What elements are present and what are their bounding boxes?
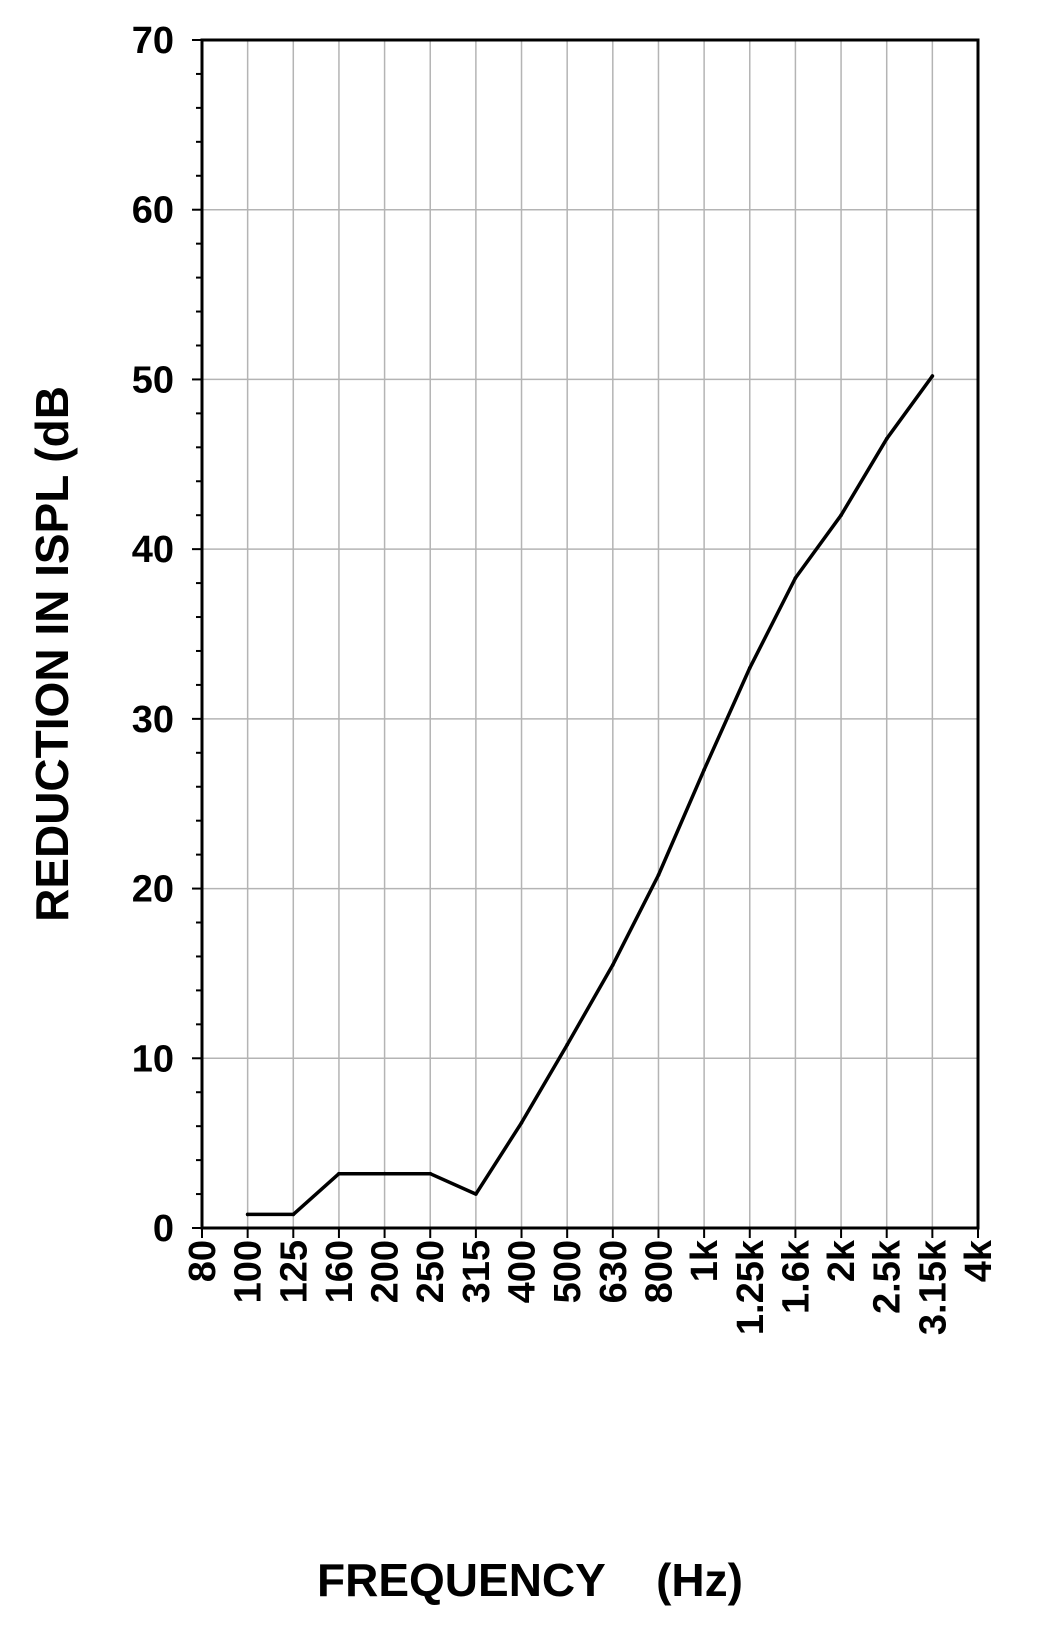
x-tick-label: 315 <box>456 1240 498 1303</box>
data-point <box>611 963 615 967</box>
y-tick-label: 20 <box>132 869 174 911</box>
x-tick-label: 800 <box>638 1240 680 1303</box>
y-tick-label: 30 <box>132 699 174 741</box>
x-tick-label: 160 <box>319 1240 361 1303</box>
y-tick-label: 50 <box>132 359 174 401</box>
data-point <box>702 767 706 772</box>
data-point <box>382 1171 387 1176</box>
x-tick-label: 2.5k <box>867 1239 909 1314</box>
y-axis-label: REDUCTION IN ISPL (dB <box>26 386 78 922</box>
plot-frame <box>200 38 980 1230</box>
x-tick-label: 3.15k <box>912 1239 954 1335</box>
data-point <box>793 576 798 580</box>
x-tick-label: 1k <box>684 1239 726 1282</box>
data-point <box>884 437 889 441</box>
y-tick-label: 70 <box>132 20 174 62</box>
data-point <box>474 1192 478 1196</box>
data-point <box>747 666 752 670</box>
x-tick-labels: 80 100 125 160 200 250 315 400 500 630 800 1k 1.25k 1… <box>182 1239 1000 1335</box>
x-tick-label: 1.6k <box>775 1239 817 1314</box>
y-tick-label: 60 <box>132 190 174 232</box>
data-point <box>291 1212 296 1217</box>
series-line <box>245 374 935 1217</box>
x-tick-label: 1.25k <box>730 1239 772 1335</box>
x-axis-label: FREQUENCY (Hz) <box>317 1554 743 1606</box>
y-tick-label: 0 <box>153 1208 174 1250</box>
grid <box>201 39 979 1229</box>
y-tick-labels: 0 10 20 30 40 50 60 70 <box>132 20 174 1250</box>
data-point <box>245 1212 250 1217</box>
x-tick-label: 400 <box>502 1240 544 1303</box>
data-point <box>930 374 935 378</box>
x-tick-label: 100 <box>228 1240 270 1303</box>
y-tick-label: 10 <box>132 1038 174 1080</box>
x-tick-label: 4k <box>958 1239 1000 1282</box>
data-point <box>428 1171 433 1176</box>
data-point <box>337 1171 341 1176</box>
data-point <box>656 873 661 877</box>
data-point <box>839 513 843 517</box>
x-tick-label: 250 <box>410 1240 452 1303</box>
data-point <box>565 1042 569 1047</box>
y-tick-label: 40 <box>132 529 174 571</box>
x-tick-label: 630 <box>593 1240 635 1303</box>
x-tick-label: 200 <box>365 1240 407 1303</box>
x-tick-label: 2k <box>821 1239 863 1282</box>
x-tick-label: 500 <box>547 1240 589 1303</box>
x-tick-label: 80 <box>182 1240 224 1282</box>
series-points <box>245 374 935 1217</box>
x-tick-label: 125 <box>273 1240 315 1303</box>
data-point <box>519 1120 524 1125</box>
